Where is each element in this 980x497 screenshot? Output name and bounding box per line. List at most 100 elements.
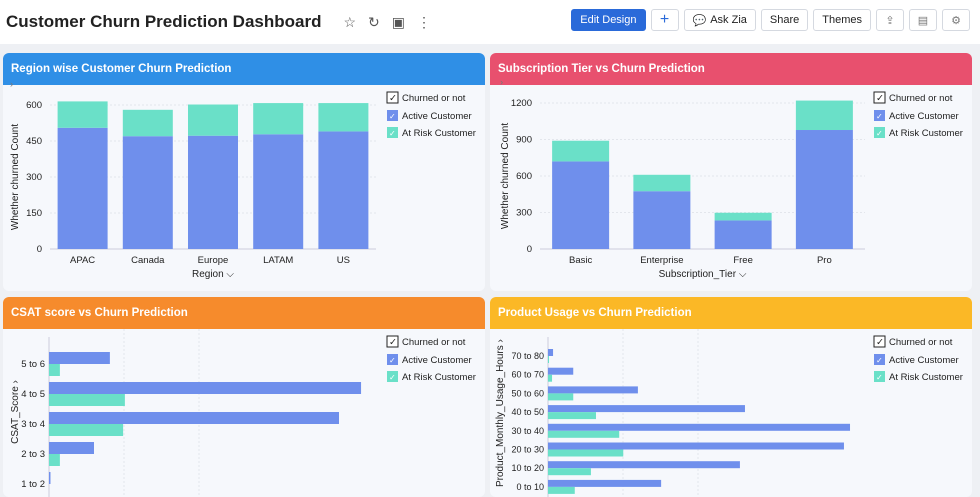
- y-tick-label: 20 to 30: [511, 445, 544, 455]
- bar-active-4 to 5[interactable]: [49, 382, 362, 394]
- bar-active-10 to 20[interactable]: [548, 461, 740, 469]
- bar-active-40 to 50[interactable]: [548, 405, 745, 413]
- settings-icon[interactable]: ⚙: [942, 9, 970, 31]
- bar-active-Basic[interactable]: [552, 161, 610, 249]
- bar-at-risk-4 to 5[interactable]: [49, 394, 125, 406]
- legend-item[interactable]: At Risk Customer: [889, 128, 963, 139]
- x-tick-label: Basic: [569, 255, 592, 266]
- top-bar: Customer Churn Prediction Dashboard ☆ ↻ …: [0, 0, 980, 44]
- bar-at-risk-Enterprise[interactable]: [633, 174, 691, 192]
- bar-active-30 to 40[interactable]: [548, 423, 851, 431]
- refresh-icon[interactable]: ↻: [368, 13, 380, 30]
- region-chart: 0 150 300 450 600 APAC Canada Europe LATAM US Regi…: [10, 79, 476, 280]
- bar-active-Free[interactable]: [714, 220, 772, 249]
- y-axis-title[interactable]: Whether churned Count: [500, 123, 511, 229]
- bar-at-risk-Europe[interactable]: [188, 104, 238, 136]
- bar-active-20 to 30[interactable]: [548, 442, 844, 450]
- x-tick-label: US: [337, 255, 350, 266]
- bar-at-risk-30 to 40[interactable]: [548, 430, 620, 438]
- x-axis-title[interactable]: Region ⌵: [192, 269, 234, 280]
- bar-at-risk-US[interactable]: [318, 103, 369, 132]
- legend-swatch-at-risk[interactable]: [874, 371, 885, 382]
- bar-at-risk-Free[interactable]: [714, 212, 772, 221]
- bar-active-2 to 3[interactable]: [49, 442, 94, 454]
- bar-active-70 to 80[interactable]: [548, 349, 554, 356]
- legend-item[interactable]: At Risk Customer: [889, 372, 963, 383]
- legend-title: Churned or not: [889, 93, 953, 104]
- y-axis-title[interactable]: CSAT_Score ›: [10, 380, 21, 444]
- bar-at-risk-0 to 10[interactable]: [548, 486, 575, 494]
- bar-active-5 to 6[interactable]: [49, 352, 110, 364]
- bar-active-Europe[interactable]: [188, 135, 238, 249]
- legend-swatch-active[interactable]: [387, 354, 398, 365]
- bar-at-risk-5 to 6[interactable]: [49, 364, 60, 376]
- bar-at-risk-APAC[interactable]: [57, 101, 108, 128]
- add-button[interactable]: +: [650, 9, 679, 31]
- more-vertical-icon[interactable]: ⋮: [417, 13, 432, 30]
- legend-title: Churned or not: [402, 93, 466, 104]
- legend-swatch-at-risk[interactable]: [387, 371, 398, 382]
- y-tick-label: 5 to 6: [21, 359, 45, 370]
- legend-swatch-at-risk[interactable]: [874, 127, 885, 138]
- bar-at-risk-70 to 80[interactable]: [548, 356, 550, 363]
- bar-active-1 to 2[interactable]: [49, 472, 51, 484]
- y-axis-title[interactable]: Whether churned Count: [10, 124, 21, 230]
- bar-at-risk-40 to 50[interactable]: [548, 412, 596, 420]
- x-tick-label: APAC: [70, 255, 95, 266]
- bar-at-risk-10 to 20[interactable]: [548, 468, 591, 476]
- bar-at-risk-Basic[interactable]: [552, 140, 610, 162]
- bar-active-Canada[interactable]: [122, 136, 173, 249]
- bar-at-risk-60 to 70[interactable]: [548, 374, 553, 382]
- themes-button[interactable]: Themes: [813, 9, 871, 31]
- export-icon[interactable]: ⇪: [876, 9, 904, 31]
- y-tick-label: 2 to 3: [21, 449, 45, 460]
- bar-at-risk-2 to 3[interactable]: [49, 454, 60, 466]
- save-icon[interactable]: ▣: [391, 13, 406, 30]
- x-tick-label: LATAM: [263, 255, 293, 266]
- bar-at-risk-20 to 30[interactable]: [548, 449, 624, 457]
- bar-at-risk-3 to 4[interactable]: [49, 424, 124, 436]
- legend-toggle-all[interactable]: [873, 335, 886, 348]
- legend-toggle-all[interactable]: [873, 91, 886, 104]
- y-axis-title[interactable]: Product_Monthly_Usage_Hours ›: [495, 339, 506, 487]
- bar-at-risk-Canada[interactable]: [122, 109, 173, 137]
- bar-active-50 to 60[interactable]: [548, 386, 638, 394]
- chevron-right-icon[interactable]: ›: [10, 79, 13, 90]
- bar-at-risk-LATAM[interactable]: [253, 103, 304, 135]
- panel-subscription-churn: Subscription Tier vs Churn Prediction 0 3…: [490, 53, 972, 291]
- check-icon: ✓: [389, 337, 397, 348]
- legend-swatch-active[interactable]: [874, 110, 885, 121]
- bar-at-risk-Pro[interactable]: [795, 100, 853, 131]
- chevron-right-icon[interactable]: ›: [500, 77, 503, 88]
- legend-swatch-active[interactable]: [387, 110, 398, 121]
- legend-toggle-all[interactable]: [386, 91, 399, 104]
- bar-active-APAC[interactable]: [57, 127, 108, 249]
- subscription-chart: 0 300 600 900 1200 Basic Enterprise Free Pro Subs…: [500, 77, 963, 280]
- comment-icon[interactable]: ▤: [909, 9, 937, 31]
- legend-item[interactable]: Active Customer: [402, 355, 472, 366]
- x-tick-label: Free: [733, 255, 753, 266]
- legend-item[interactable]: Active Customer: [889, 355, 959, 366]
- bar-active-LATAM[interactable]: [253, 134, 304, 249]
- bar-active-US[interactable]: [318, 131, 369, 249]
- legend-item[interactable]: Active Customer: [889, 111, 959, 122]
- star-icon[interactable]: ☆: [343, 13, 357, 30]
- legend-swatch-at-risk[interactable]: [387, 127, 398, 138]
- ask-zia-button[interactable]: 💬 Ask Zia: [683, 9, 756, 31]
- bar-active-Enterprise[interactable]: [633, 191, 691, 249]
- legend-title: Churned or not: [889, 337, 953, 348]
- edit-design-button[interactable]: Edit Design: [571, 9, 646, 31]
- legend-item[interactable]: Active Customer: [402, 111, 472, 122]
- bar-active-60 to 70[interactable]: [548, 367, 574, 375]
- legend-toggle-all[interactable]: [386, 335, 399, 348]
- bar-active-3 to 4[interactable]: [49, 412, 339, 424]
- bar-active-Pro[interactable]: [795, 130, 853, 249]
- bar-at-risk-50 to 60[interactable]: [548, 393, 574, 401]
- share-button[interactable]: Share: [760, 9, 809, 31]
- legend-item[interactable]: At Risk Customer: [402, 128, 476, 139]
- y-tick-label: 50 to 60: [511, 388, 544, 398]
- legend-item[interactable]: At Risk Customer: [402, 372, 476, 383]
- bar-active-0 to 10[interactable]: [548, 479, 662, 487]
- legend-swatch-active[interactable]: [874, 354, 885, 365]
- x-axis-title[interactable]: Subscription_Tier ⌵: [659, 269, 747, 280]
